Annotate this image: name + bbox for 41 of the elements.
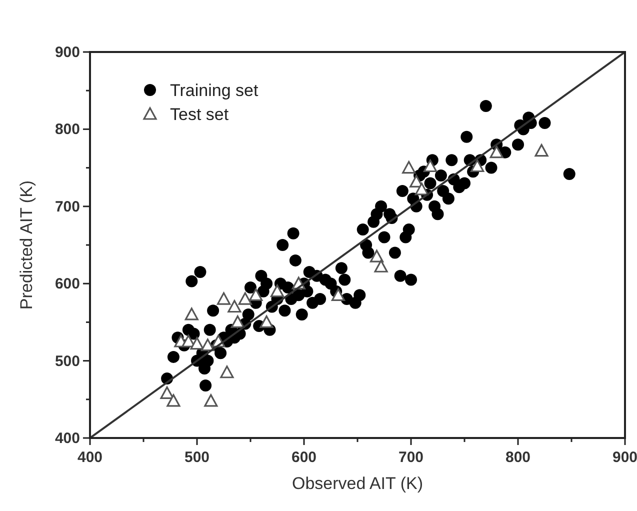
y-tick-label: 900 [54,44,80,61]
y-tick-label: 600 [54,276,80,293]
point [220,366,234,378]
x-tick-label: 900 [612,449,637,466]
x-tick-label: 500 [184,449,210,466]
x-tick-label: 800 [505,449,531,466]
point [402,161,416,174]
point [414,182,428,196]
point [260,315,274,328]
x-axis-title: Observed AIT (K) [292,474,424,493]
point [410,174,424,188]
point [228,300,242,313]
x-tick-label: 400 [77,449,103,466]
point [216,292,231,305]
point [270,284,284,298]
x-tick-label: 600 [291,449,317,466]
point [184,308,198,320]
point [204,394,218,407]
point [182,334,196,348]
point [331,288,346,301]
point [370,250,384,262]
y-axis-title: Predicted AIT (K) [17,180,36,310]
point [534,144,548,157]
point [160,386,174,400]
point [249,288,263,301]
y-tick-label: 800 [54,121,80,138]
y-tick-label: 500 [54,352,80,370]
point [230,315,244,328]
point [490,146,504,158]
point [190,337,204,350]
y-tick-label: 400 [54,430,80,447]
point [166,394,180,407]
point [238,292,252,305]
x-tick-label: 700 [398,449,424,466]
legend-label: Training set [170,81,258,100]
point [200,338,214,352]
legend-label: Test set [170,105,229,124]
point [470,159,484,172]
point [374,260,388,272]
point [423,159,438,172]
y-tick-label: 700 [54,198,80,216]
